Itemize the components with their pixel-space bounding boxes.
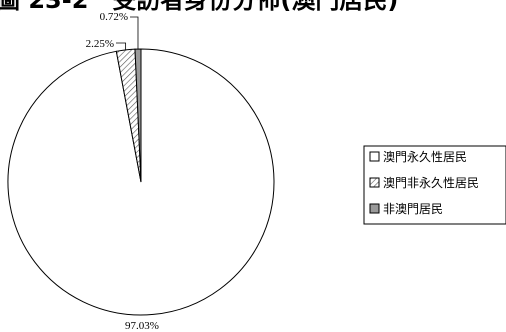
pie-slice-non-resident	[134, 48, 142, 183]
legend-swatch	[369, 177, 380, 188]
leader-line-non-permanent-resident	[116, 42, 127, 50]
data-label-permanent-resident: 97.03%	[125, 320, 159, 332]
legend-swatch	[369, 203, 380, 214]
legend-swatch	[369, 151, 380, 162]
data-label-non-resident: 0.72%	[100, 11, 128, 23]
legend-label: 澳門非永久性居民	[383, 176, 479, 190]
data-label-non-permanent-resident: 2.25%	[86, 38, 114, 50]
legend-item-non-permanent-resident: 澳門非永久性居民	[369, 176, 479, 190]
legend-item-non-resident: 非澳門居民	[369, 202, 443, 216]
leader-line-non-resident	[130, 16, 139, 50]
legend-frame	[363, 145, 506, 225]
chart-title: 圖 23-2 受訪者身份分佈(澳門居民)	[0, 0, 398, 14]
data-labels: 97.03% 2.25% 0.72%	[86, 11, 159, 332]
legend-label: 非澳門居民	[383, 202, 443, 216]
pie-slices	[7, 48, 275, 316]
legend-item-permanent-resident: 澳門永久性居民	[369, 150, 467, 164]
legend-label: 澳門永久性居民	[383, 150, 467, 164]
